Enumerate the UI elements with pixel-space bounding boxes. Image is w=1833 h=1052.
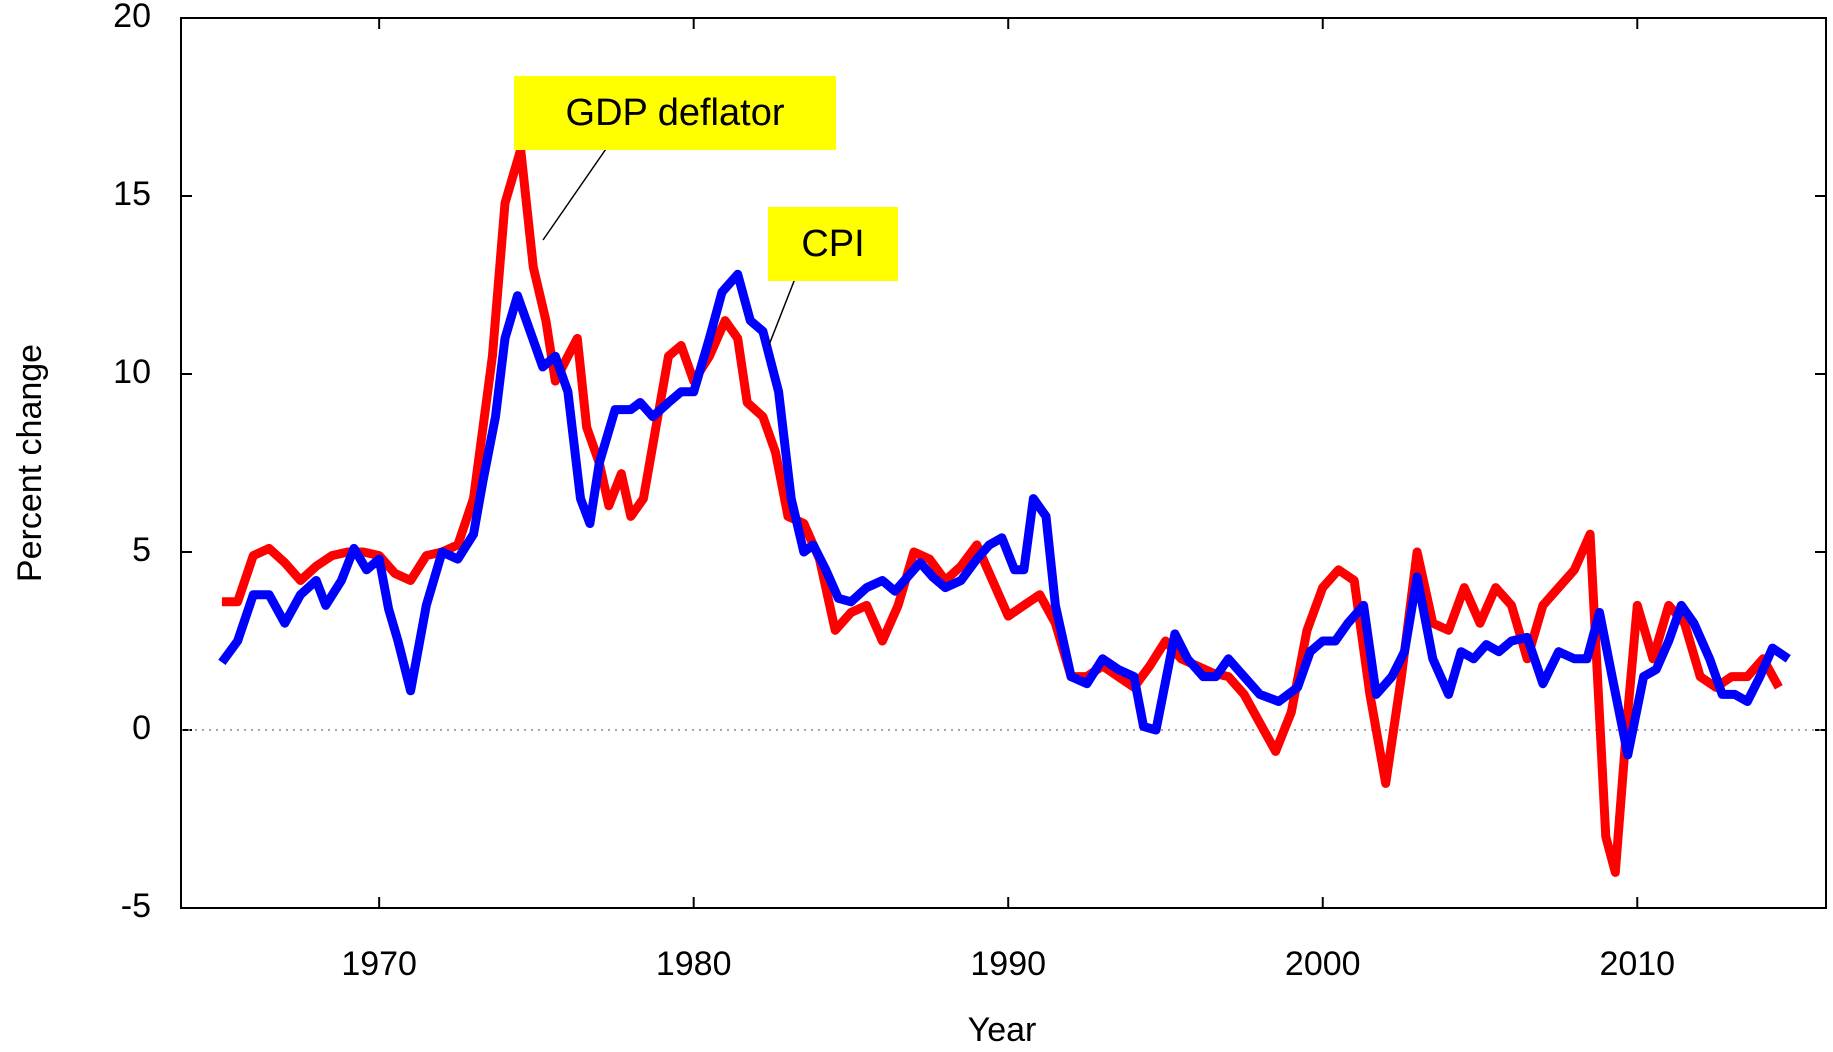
series-line [221, 145, 1783, 877]
x-tick-label: 1970 [341, 945, 417, 983]
y-tick-label: -5 [121, 887, 151, 925]
y-tick-label: 10 [113, 353, 151, 391]
annotation-box [514, 76, 836, 150]
annotation-pointer [768, 270, 799, 346]
annotation-box [768, 207, 898, 281]
x-tick-label: 2010 [1599, 945, 1675, 983]
x-tick-label: 1980 [656, 945, 732, 983]
plot-frame [180, 17, 1827, 909]
x-tick-label: 1990 [970, 945, 1046, 983]
annotation: GDP deflator [566, 92, 785, 134]
series-line [218, 269, 1791, 760]
y-tick-label: 15 [113, 175, 151, 213]
y-axis-label: Percent change [11, 344, 49, 582]
annotation: CPI [801, 223, 864, 265]
y-tick-label: 0 [132, 709, 151, 747]
annotation-pointer [542, 145, 609, 241]
y-tick-label: 20 [113, 0, 151, 35]
x-axis-label: Year [968, 1011, 1037, 1049]
x-tick-label: 2000 [1285, 945, 1361, 983]
y-tick-label: 5 [132, 531, 151, 569]
